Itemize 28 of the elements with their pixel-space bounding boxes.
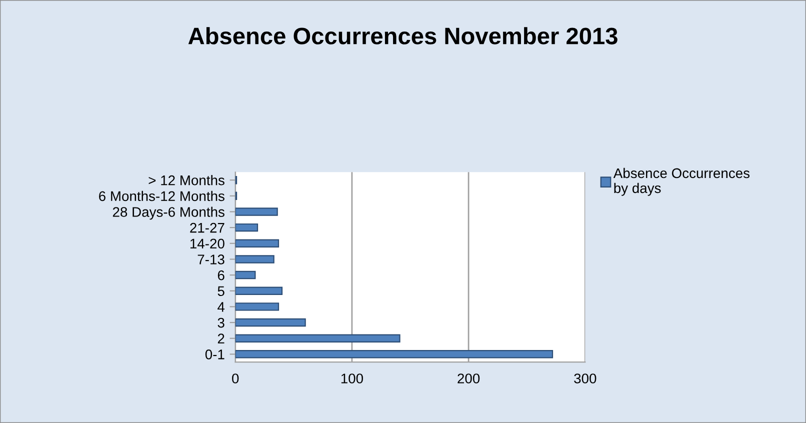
- bar: [235, 223, 258, 232]
- y-tick-label: 6: [218, 270, 224, 280]
- y-tick-label: 5: [218, 286, 224, 296]
- bar: [235, 208, 278, 216]
- chart-title: Absence Occurrences November 2013: [188, 27, 618, 44]
- bar: [235, 350, 554, 358]
- bar: [235, 334, 400, 342]
- y-tick-label: > 12 Months: [148, 175, 224, 186]
- bar: [235, 302, 280, 311]
- y-tick-label: 14-20: [190, 238, 224, 249]
- bar: [235, 286, 283, 295]
- y-tick-label: 4: [218, 302, 225, 312]
- y-tick-label: 2: [218, 334, 224, 344]
- bar: [235, 255, 274, 264]
- y-tick-label: 28 Days-6 Months: [112, 206, 224, 220]
- x-tick-label: 0: [232, 374, 239, 384]
- y-tick-label: 21-27: [190, 222, 224, 233]
- bar: [235, 270, 256, 280]
- legend-label: Absence Occurrences by days: [613, 168, 750, 196]
- y-tick-label: 6 Months-12 Months: [99, 190, 224, 202]
- y-tick-label: 0-1: [205, 350, 224, 360]
- y-tick-label: 3: [218, 318, 224, 328]
- x-tick-label: 300: [574, 374, 596, 384]
- x-tick-label: 100: [341, 374, 363, 384]
- x-tick-label: 200: [458, 374, 480, 384]
- bar: [235, 239, 280, 248]
- bar: [235, 318, 306, 327]
- y-tick-label: 7-13: [198, 254, 224, 264]
